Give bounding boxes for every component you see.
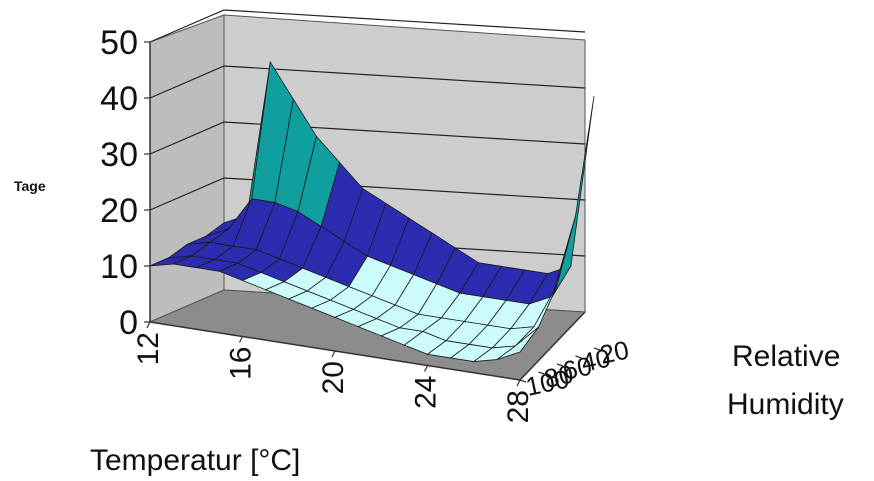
- y-axis-title-line2: Humidity: [727, 388, 844, 421]
- x-tick-label: 16: [225, 347, 258, 380]
- x-tick-mark: [331, 350, 336, 358]
- y-tick-mark: [556, 363, 564, 367]
- gridline: [149, 121, 586, 155]
- x-tick-mark: [516, 379, 521, 387]
- z-axis-ticks: 0 10 20 30 40 50: [100, 24, 150, 342]
- y-axis-line: [519, 311, 586, 381]
- x-tick-label: 24: [410, 376, 443, 409]
- x-axis-title: Temperatur [°C]: [90, 444, 300, 477]
- z-tick-label: 50: [100, 24, 138, 62]
- x-tick-label: 20: [317, 361, 350, 394]
- z-tick-label: 30: [100, 136, 138, 174]
- z-tick-label: 10: [100, 248, 138, 286]
- x-tick-mark: [238, 336, 244, 343]
- x-tick-label: 28: [502, 390, 535, 423]
- x-axis-ticks: 12 16 20 24 28: [132, 321, 535, 423]
- y-tick-label: 40: [579, 343, 614, 378]
- surface-plot: [149, 60, 595, 363]
- y-tick-mark: [593, 347, 601, 351]
- z-tick-label: 20: [100, 192, 138, 230]
- gridline: [149, 9, 586, 43]
- y-tick-label: 60: [560, 351, 595, 386]
- z-tick-label: 0: [119, 304, 138, 342]
- x-tick-label: 12: [132, 332, 165, 365]
- y-tick-label: 80: [542, 359, 577, 394]
- y-tick-mark: [538, 371, 545, 375]
- y-axis-title-line1: Relative: [732, 340, 840, 373]
- z-tick-label: 40: [100, 80, 138, 118]
- y-tick-mark: [519, 379, 527, 383]
- x-tick-mark: [423, 365, 429, 372]
- z-axis-title: Tage: [14, 178, 46, 194]
- y-tick-label: 20: [597, 335, 632, 370]
- gridline: [149, 65, 586, 99]
- gridline: [149, 177, 586, 211]
- y-tick-mark: [575, 355, 582, 359]
- side-wall: [149, 14, 225, 323]
- surface-cell: [496, 326, 539, 360]
- x-tick-mark: [146, 321, 151, 329]
